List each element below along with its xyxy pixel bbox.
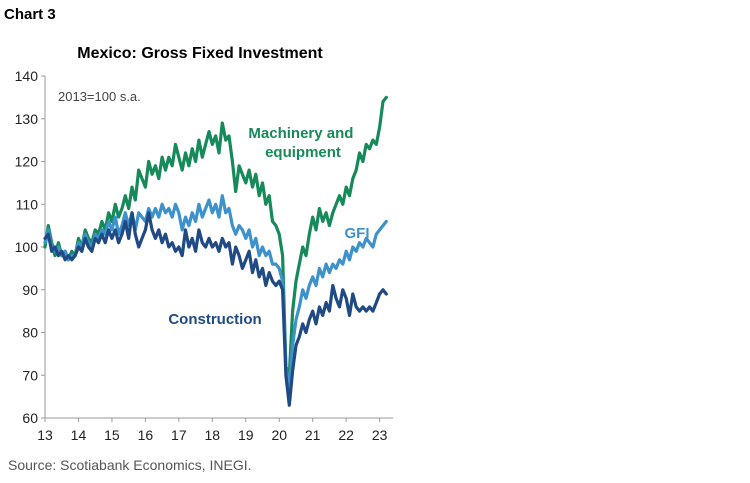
y-tick-label: 90 <box>22 282 38 298</box>
y-tick-label: 140 <box>15 68 39 84</box>
y-tick-label: 130 <box>15 111 39 127</box>
series-label-machinery-line2: equipment <box>265 144 341 161</box>
y-axis: 60 70 80 90 100 110 120 130 140 <box>15 68 46 426</box>
y-tick-label: 60 <box>22 410 38 426</box>
series-label-gfi: GFI <box>345 225 370 242</box>
y-tick-label: 70 <box>22 367 38 383</box>
series-label-machinery-line1: Machinery and <box>248 125 353 142</box>
y-tick-label: 100 <box>15 239 39 255</box>
series-label-machinery: Machinery and equipment <box>248 125 357 161</box>
series-line-machinery <box>43 95 388 377</box>
base-annotation: 2013=100 s.a. <box>58 89 141 104</box>
x-tick-label: 17 <box>171 427 187 443</box>
x-tick-label: 23 <box>372 427 388 443</box>
source-note: Source: Scotiabank Economics, INEGI. <box>8 457 252 473</box>
x-tick-label: 22 <box>338 427 354 443</box>
x-tick-label: 16 <box>138 427 154 443</box>
series-lines <box>43 95 388 407</box>
x-tick-label: 21 <box>305 427 321 443</box>
x-tick-label: 18 <box>205 427 221 443</box>
chart-number: Chart 3 <box>4 6 56 23</box>
x-tick-label: 13 <box>37 427 53 443</box>
series-line-gfi <box>43 194 388 390</box>
y-tick-label: 120 <box>15 154 39 170</box>
chart-title: Mexico: Gross Fixed Investment <box>77 45 323 62</box>
y-tick-label: 80 <box>22 325 38 341</box>
x-tick-label: 20 <box>271 427 287 443</box>
series-label-construction: Construction <box>168 311 261 328</box>
x-tick-label: 14 <box>71 427 87 443</box>
x-tick-label: 19 <box>238 427 254 443</box>
x-axis: 13 14 15 16 17 18 19 20 21 22 23 <box>37 417 393 443</box>
x-tick-label: 15 <box>104 427 120 443</box>
series-line-construction <box>43 211 388 407</box>
y-tick-label: 110 <box>16 196 39 212</box>
